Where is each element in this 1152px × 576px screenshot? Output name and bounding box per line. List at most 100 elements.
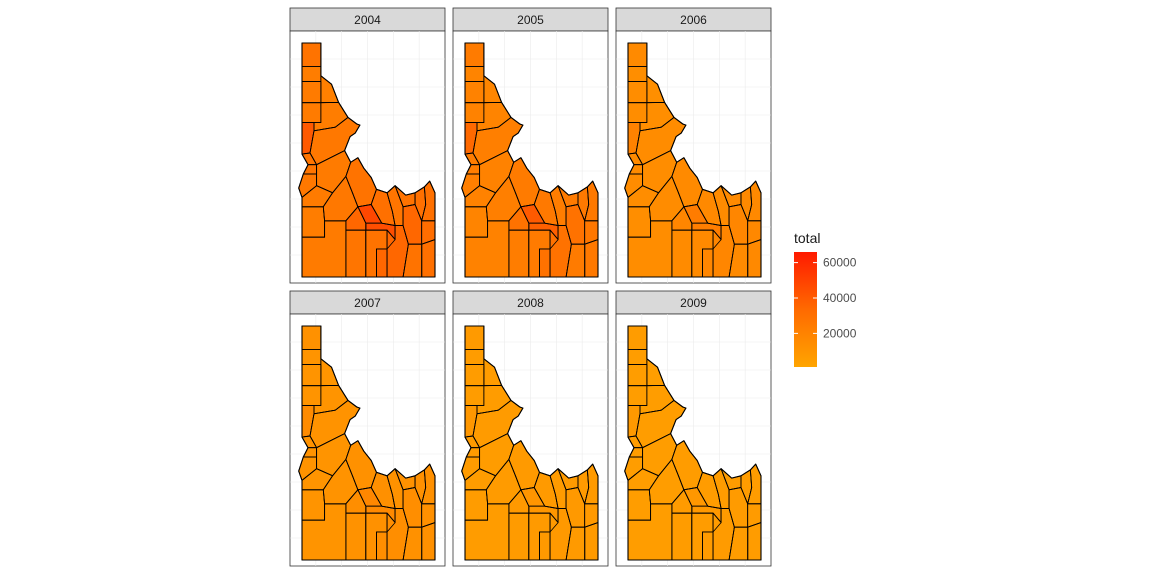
- county-border: [696, 487, 722, 509]
- county-border: [696, 204, 722, 226]
- county-border: [520, 489, 530, 514]
- county: [539, 248, 551, 278]
- county: [421, 239, 436, 278]
- county: [376, 531, 388, 561]
- county-border: [671, 206, 685, 277]
- idaho-map: [298, 42, 436, 278]
- county: [702, 248, 714, 278]
- county-border: [683, 489, 693, 514]
- county: [301, 81, 322, 104]
- county-border: [549, 225, 559, 250]
- county: [301, 385, 322, 407]
- county-border: [316, 445, 352, 477]
- county-border: [345, 489, 359, 560]
- county-border: [301, 185, 317, 198]
- county-border: [520, 206, 530, 231]
- county-border: [421, 186, 427, 221]
- county: [301, 489, 326, 521]
- county-border: [464, 185, 480, 198]
- county-border: [747, 186, 753, 221]
- county: [539, 531, 551, 561]
- county-border: [386, 475, 396, 509]
- county-border: [464, 468, 480, 481]
- idaho-map: [624, 42, 762, 278]
- county-border: [465, 503, 489, 521]
- county: [301, 102, 322, 124]
- facet-strip-label: 2009: [680, 296, 707, 310]
- county-border: [357, 489, 367, 514]
- county-border: [584, 186, 590, 221]
- county-border: [508, 459, 522, 490]
- county: [345, 512, 367, 561]
- county-border: [386, 508, 396, 533]
- county: [747, 522, 762, 561]
- county-border: [747, 469, 753, 504]
- county: [584, 239, 599, 278]
- county: [627, 489, 652, 521]
- legend-tick-label: 20000: [823, 326, 857, 340]
- county: [376, 248, 388, 278]
- county-border: [628, 220, 651, 238]
- county: [464, 102, 485, 124]
- county-border: [316, 162, 352, 194]
- county-border: [386, 225, 396, 250]
- county: [301, 206, 326, 238]
- county: [671, 229, 693, 278]
- facet-panel-2008: 2008: [452, 290, 609, 567]
- county-border: [683, 206, 693, 231]
- county-border: [370, 204, 396, 226]
- county: [508, 512, 530, 561]
- facet-strip-label: 2008: [517, 296, 544, 310]
- legend-colorbar: [794, 252, 817, 367]
- county-border: [533, 487, 559, 509]
- facet-strip-label: 2006: [680, 13, 707, 27]
- county: [464, 385, 485, 407]
- facet-panels: 2004 2005 2006 2007 2008 2009: [289, 7, 772, 567]
- county: [627, 42, 648, 67]
- facet-strip-label: 2004: [354, 13, 381, 27]
- county: [301, 65, 322, 83]
- county: [702, 531, 714, 561]
- county-border: [549, 192, 559, 226]
- facet-panel-2006: 2006: [615, 7, 772, 284]
- facet-strip-label: 2005: [517, 13, 544, 27]
- county-border: [584, 239, 599, 245]
- county: [627, 65, 648, 83]
- county-border: [549, 508, 559, 533]
- county-border: [345, 206, 359, 277]
- county: [464, 364, 485, 387]
- county-border: [508, 176, 522, 207]
- idaho-map: [461, 42, 599, 278]
- county: [301, 364, 322, 387]
- county-border: [508, 489, 522, 560]
- legend-title: total: [794, 230, 820, 246]
- county-border: [627, 185, 643, 198]
- county: [627, 364, 648, 387]
- county-border: [421, 522, 436, 528]
- county: [464, 489, 489, 521]
- county-border: [584, 469, 590, 504]
- county-border: [421, 239, 436, 245]
- facet-panel-2009: 2009: [615, 290, 772, 567]
- county-border: [747, 239, 762, 245]
- facet-strip-label: 2007: [354, 296, 381, 310]
- facet-panel-2007: 2007: [289, 290, 446, 567]
- county: [345, 229, 367, 278]
- county: [671, 512, 693, 561]
- legend-tick-label: 40000: [823, 291, 857, 305]
- county: [464, 42, 485, 67]
- legend-tick-label: 60000: [823, 256, 857, 270]
- county: [747, 239, 762, 278]
- county-border: [712, 475, 722, 509]
- county: [301, 325, 322, 350]
- county-border: [549, 475, 559, 509]
- county: [301, 42, 322, 67]
- county-border: [421, 469, 427, 504]
- county-border: [370, 487, 396, 509]
- county-border: [345, 176, 359, 207]
- facet-panel-2004: 2004: [289, 7, 446, 284]
- county: [627, 81, 648, 104]
- county-border: [357, 206, 367, 231]
